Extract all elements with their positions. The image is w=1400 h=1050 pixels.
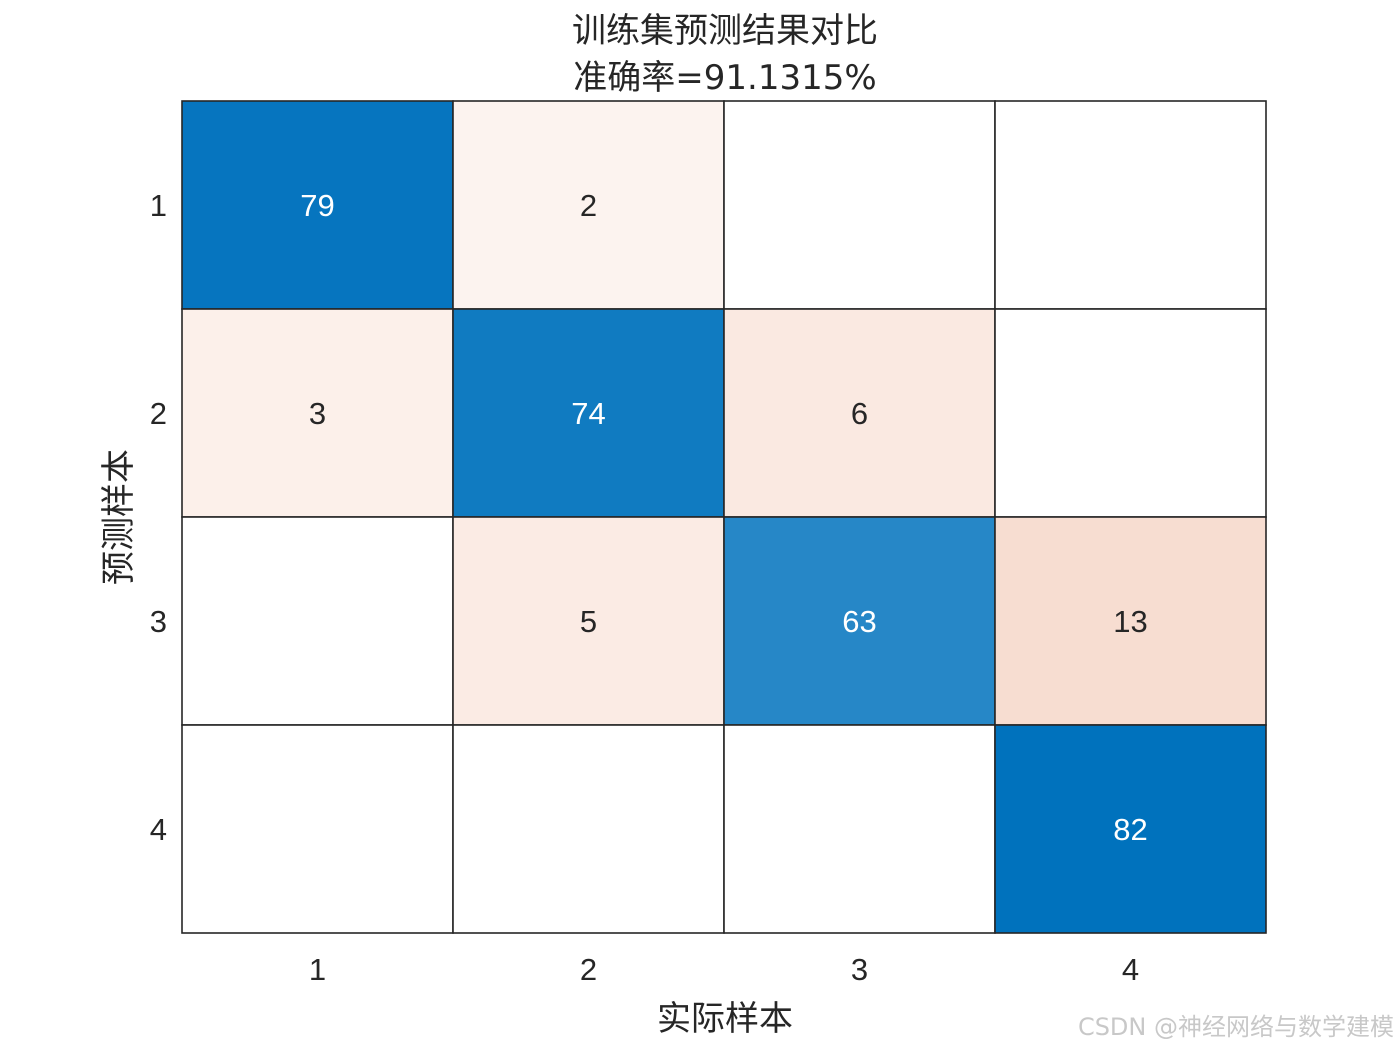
matrix-cell-r3-c1	[181, 516, 454, 726]
x-tick-label: 3	[851, 952, 868, 987]
y-tick-label: 1	[150, 188, 167, 223]
matrix-cell-r3-c4	[994, 516, 1267, 726]
matrix-cell-r4-c3	[723, 724, 996, 934]
x-axis-label: 实际样本	[657, 999, 793, 1039]
matrix-cell-r2-c2	[452, 308, 725, 518]
matrix-cell-r1-c3	[723, 100, 996, 310]
matrix-cell-r1-c1	[181, 100, 454, 310]
matrix-cells: 79 2 3 74 6 5 63 13 82	[181, 100, 1267, 934]
matrix-cell-r3-c3	[723, 516, 996, 726]
matrix-cell-r1-c2	[452, 100, 725, 310]
matrix-cell-r4-c2	[452, 724, 725, 934]
matrix-cell-r3-c2	[452, 516, 725, 726]
y-tick-label: 2	[150, 396, 167, 431]
cell-value-r2-c3: 6	[851, 396, 868, 431]
x-tick-label: 4	[1122, 952, 1139, 987]
x-tick-labels: 1 2 3 4	[309, 952, 1139, 987]
cell-value-r1-c1: 79	[300, 188, 334, 223]
watermark-text: CSDN @神经网络与数学建模	[1077, 1013, 1394, 1041]
cell-value-r3-c2: 5	[580, 604, 597, 639]
y-tick-label: 4	[150, 812, 167, 847]
cell-value-r4-c4: 82	[1113, 812, 1147, 847]
x-tick-label: 2	[580, 952, 597, 987]
chart-title-line-1: 训练集预测结果对比	[572, 11, 878, 51]
x-tick-label: 1	[309, 952, 326, 987]
y-tick-label: 3	[150, 604, 167, 639]
matrix-cell-r1-c4	[994, 100, 1267, 310]
y-tick-labels: 1 2 3 4	[150, 188, 167, 847]
matrix-cell-r2-c3	[723, 308, 996, 518]
cell-value-r3-c3: 63	[842, 604, 876, 639]
cell-value-r2-c1: 3	[309, 396, 326, 431]
matrix-cell-r4-c1	[181, 724, 454, 934]
matrix-cell-r2-c4	[994, 308, 1267, 518]
chart-title-line-2: 准确率=91.1315%	[573, 58, 876, 98]
cell-value-r3-c4: 13	[1113, 604, 1147, 639]
matrix-cell-r2-c1	[181, 308, 454, 518]
cell-value-r1-c2: 2	[580, 188, 597, 223]
cell-value-r2-c2: 74	[571, 396, 605, 431]
y-axis-label: 预测样本	[99, 449, 139, 585]
matrix-cell-r4-c4	[994, 724, 1267, 934]
